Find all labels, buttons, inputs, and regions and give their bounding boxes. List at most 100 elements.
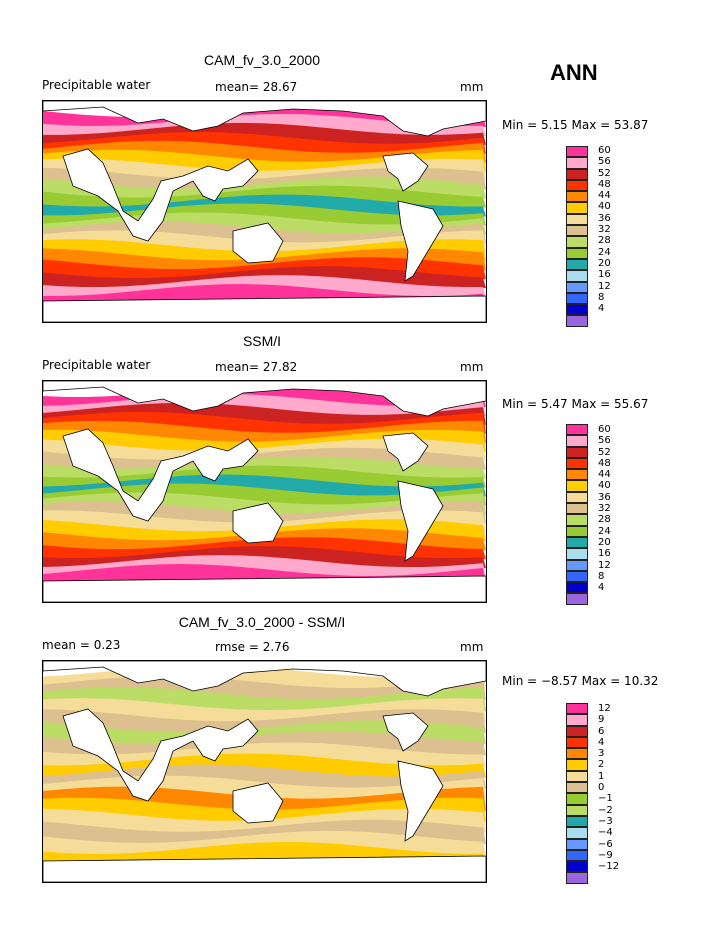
colorbar-label: 4 [598,303,605,315]
colorbar-label: 52 [598,167,611,179]
colorbar-label: 4 [598,582,605,594]
colorbar-swatch [566,435,588,447]
colorbar-label: −12 [598,861,620,873]
colorbar-swatch [566,815,588,828]
colorbar-label: 6 [598,725,605,737]
panel-1-units: mm [460,80,484,94]
colorbar-swatch [566,827,588,839]
colorbar-label: 28 [598,514,611,526]
colorbar-swatch [566,593,588,605]
continent-outline [232,502,284,544]
colorbar-swatch [566,236,588,248]
colorbar-label: 3 [598,748,605,760]
colorbar-swatch [566,225,588,237]
colorbar-label: 48 [598,457,611,469]
colorbar-swatch [566,292,588,305]
colorbar-swatch [566,281,588,293]
panel-2-colorbar-labels: 60 56 52 48 44 40 36 32 28 24 20 16 12 8 4 [598,424,611,593]
panel-2-variable: Precipitable water [42,358,151,372]
panel-2-mean: mean= 27.82 [215,360,298,374]
continent-outline [43,855,486,882]
colorbar-swatch [566,714,588,726]
colorbar-label: 40 [598,480,611,492]
panel-2-title: SSM/I [242,333,282,349]
colorbar-label: 44 [598,469,611,481]
colorbar-swatch [566,469,588,481]
colorbar-swatch [566,514,588,526]
colorbar-label: 4 [598,736,605,748]
colorbar-label: 24 [598,525,611,537]
continent-outline [62,428,259,522]
colorbar-label: 52 [598,446,611,458]
continent-outline [62,148,259,242]
colorbar-label: 56 [598,156,611,168]
colorbar-label: 28 [598,235,611,247]
colorbar-swatch [566,838,588,850]
colorbar-label: 0 [598,782,605,794]
continent-outline [43,575,486,602]
continent-outline [382,432,429,472]
continent-outline [382,152,429,192]
colorbar-swatch [566,202,588,214]
colorbar-label: 56 [598,435,611,447]
colorbar-swatch [566,258,588,271]
colorbar-label: 44 [598,190,611,202]
colorbar-swatch [566,770,588,783]
panel-3-colorbar [566,703,588,884]
colorbar-swatch [566,503,588,515]
colorbar-label: −2 [598,804,613,816]
panel-1-map [42,100,487,323]
colorbar-label: −9 [598,849,613,861]
colorbar-label: 12 [598,280,611,292]
colorbar-swatch [566,315,588,327]
continent-outline [397,200,444,282]
colorbar-label: −6 [598,838,613,850]
colorbar-label: 9 [598,714,605,726]
colorbar-label: 40 [598,201,611,213]
colorbar-label: 16 [598,548,611,560]
colorbar-swatch [566,725,588,737]
colorbar-label: 48 [598,178,611,190]
map-field-1 [43,101,486,322]
colorbar-label: 1 [598,770,605,782]
panel-1-colorbar-labels: 60 56 52 48 44 40 36 32 28 24 20 16 12 8 4 [598,145,611,314]
colorbar-swatch [566,179,588,192]
colorbar-label: 20 [598,536,611,548]
colorbar-swatch [566,247,588,259]
colorbar-swatch [566,703,588,715]
colorbar-label: 12 [598,703,611,714]
map-field-3 [43,661,486,882]
colorbar-swatch [566,793,588,805]
panel-1-mean: mean= 28.67 [215,80,298,94]
continent-outline [232,222,284,264]
colorbar-swatch [566,748,588,760]
panel-2-colorbar [566,424,588,605]
map-field-2 [43,381,486,602]
colorbar-swatch [566,536,588,549]
continent-outline [43,101,486,137]
season-label: ANN [550,60,598,85]
colorbar-label: −1 [598,793,613,805]
panel-2-units: mm [460,360,484,374]
panel-3-colorbar-labels: 12 9 6 4 3 2 1 0 −1 −2 −3 −4 −6 −9 −12 [598,703,619,872]
colorbar-swatch [566,582,588,594]
colorbar-swatch [566,457,588,470]
panel-2-stats: Min = 5.47 Max = 55.67 [502,397,649,411]
colorbar-swatch [566,570,588,583]
panel-1-stats: Min = 5.15 Max = 53.87 [502,118,649,132]
panel-3-map [42,660,487,883]
colorbar-label: 60 [598,424,611,435]
colorbar-label: 16 [598,269,611,281]
colorbar-swatch [566,157,588,169]
continent-outline [382,712,429,752]
colorbar-swatch [566,548,588,560]
colorbar-swatch [566,782,588,794]
continent-outline [62,708,259,802]
colorbar-swatch [566,168,588,180]
colorbar-label: 24 [598,246,611,258]
colorbar-label: 36 [598,212,611,224]
colorbar-label: 32 [598,503,611,515]
colorbar-swatch [566,424,588,436]
colorbar-label: 2 [598,759,605,771]
colorbar-label: 8 [598,570,605,582]
